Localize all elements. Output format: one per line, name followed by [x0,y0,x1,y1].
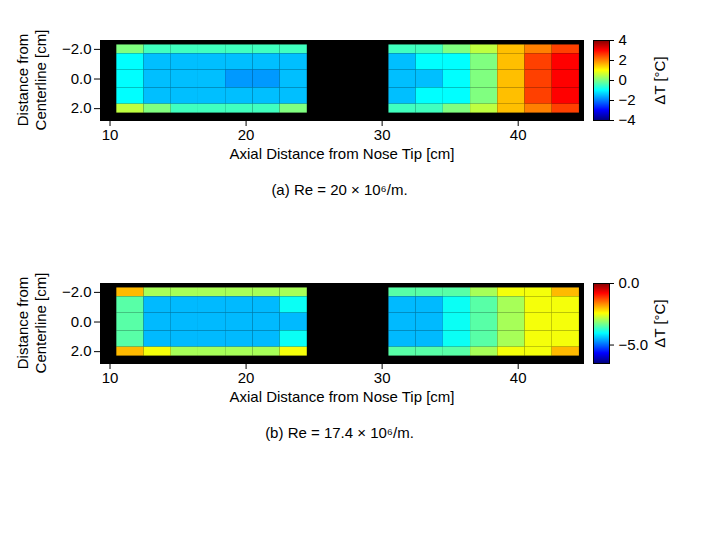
svg-text:−5.0: −5.0 [619,336,649,353]
svg-text:ΔT [°C]: ΔT [°C] [651,56,668,104]
svg-text:0.0: 0.0 [71,70,92,87]
svg-text:20: 20 [238,126,255,143]
svg-text:0: 0 [619,71,627,88]
svg-text:Distance fromCenterline [cm]: Distance fromCenterline [cm] [14,30,49,131]
svg-text:2: 2 [619,51,627,68]
html-text:(b) Re = 17.4 × 10⁶/m.: (b) Re = 17.4 × 10⁶/m. [265,424,414,441]
svg-text:Axial Distance from Nose Tip [: Axial Distance from Nose Tip [cm] [229,145,454,162]
svg-text:10: 10 [102,126,119,143]
svg-text:30: 30 [374,126,391,143]
svg-text:40: 40 [510,369,527,386]
svg-text:−2.0: −2.0 [62,283,92,300]
svg-text:20: 20 [238,369,255,386]
html-text:(a) Re = 20 × 10⁶/m.: (a) Re = 20 × 10⁶/m. [271,181,408,198]
svg-text:10: 10 [102,369,119,386]
svg-text:0.0: 0.0 [619,274,640,291]
svg-text:4: 4 [619,31,627,48]
svg-text:2.0: 2.0 [71,99,92,116]
svg-text:ΔT [°C]: ΔT [°C] [651,299,668,347]
svg-text:−2.0: −2.0 [62,40,92,57]
svg-text:−2: −2 [619,91,636,108]
svg-text:0.0: 0.0 [71,313,92,330]
svg-text:−4: −4 [619,111,636,128]
svg-text:Distance fromCenterline [cm]: Distance fromCenterline [cm] [14,273,49,374]
svg-text:30: 30 [374,369,391,386]
svg-text:40: 40 [510,126,527,143]
svg-text:2.0: 2.0 [71,342,92,359]
svg-text:Axial Distance from Nose Tip [: Axial Distance from Nose Tip [cm] [229,388,454,405]
